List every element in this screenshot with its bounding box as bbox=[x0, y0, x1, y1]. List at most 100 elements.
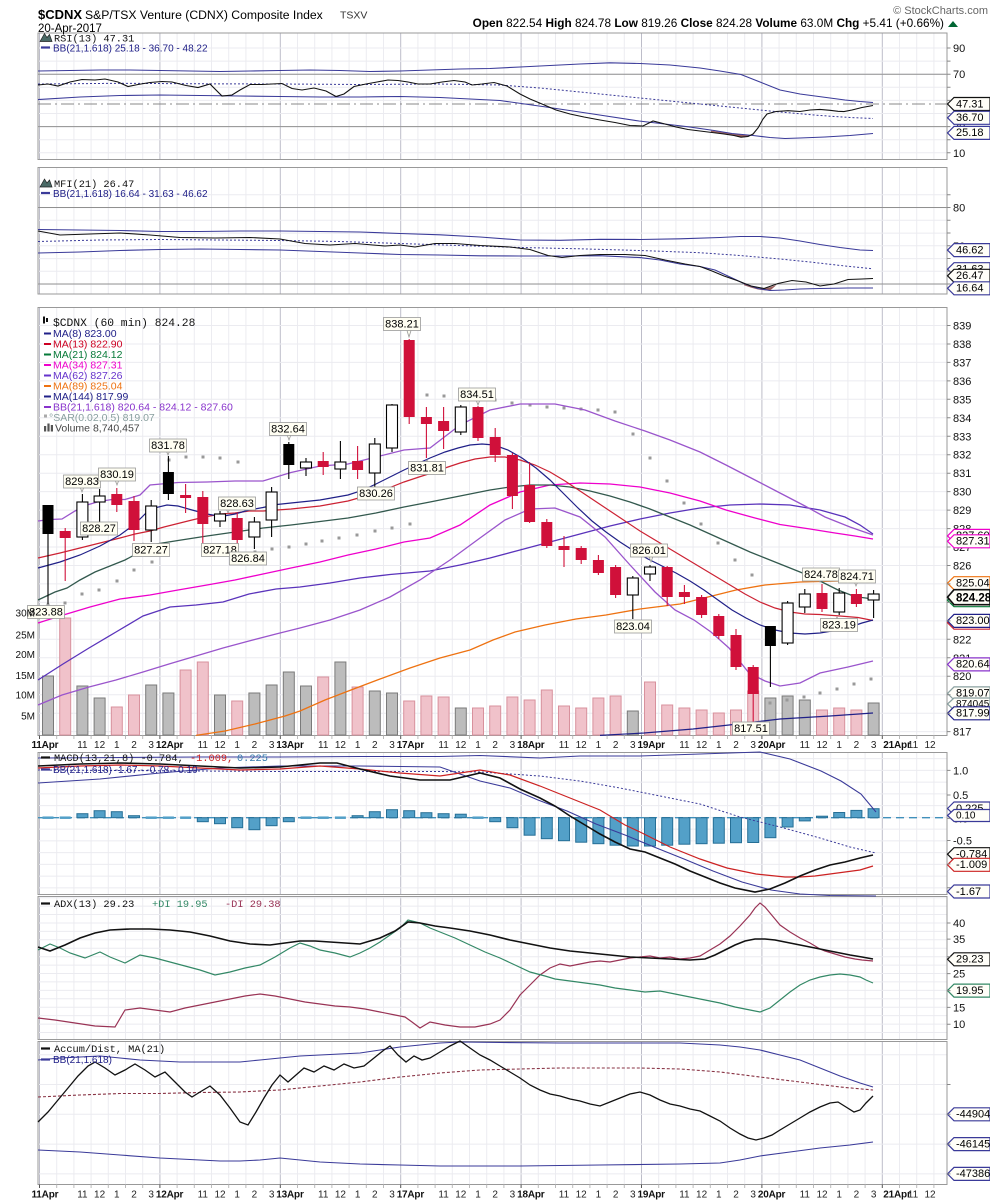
svg-text:12Apr: 12Apr bbox=[156, 1190, 184, 1201]
svg-text:12: 12 bbox=[924, 1190, 936, 1201]
svg-text:1: 1 bbox=[234, 740, 240, 751]
svg-text:2: 2 bbox=[492, 740, 498, 751]
svg-text:18Apr: 18Apr bbox=[517, 740, 545, 751]
svg-text:838: 838 bbox=[953, 339, 971, 351]
svg-text:825.04: 825.04 bbox=[956, 578, 990, 590]
svg-text:16.64: 16.64 bbox=[956, 283, 984, 295]
svg-text:12: 12 bbox=[214, 1190, 226, 1201]
svg-text:8740457: 8740457 bbox=[956, 699, 990, 710]
svg-text:19Apr: 19Apr bbox=[638, 740, 666, 751]
svg-text:RSI(13) 47.31: RSI(13) 47.31 bbox=[54, 34, 134, 46]
svg-text:1: 1 bbox=[596, 1190, 602, 1201]
svg-text:11: 11 bbox=[198, 740, 209, 751]
svg-text:820: 820 bbox=[953, 671, 971, 683]
svg-text:820.64: 820.64 bbox=[956, 659, 990, 671]
svg-text:13Apr: 13Apr bbox=[276, 1190, 304, 1201]
svg-text:2: 2 bbox=[733, 1190, 739, 1201]
svg-text:11: 11 bbox=[318, 740, 329, 751]
svg-text:837: 837 bbox=[953, 357, 971, 369]
svg-text:BB(21,1.618) -1.67 - -0.78 - 0: BB(21,1.618) -1.67 - -0.78 - 0.10 bbox=[53, 765, 198, 776]
svg-text:-4490464: -4490464 bbox=[956, 1109, 990, 1121]
svg-text:35: 35 bbox=[953, 934, 965, 946]
svg-text:0.225: 0.225 bbox=[237, 753, 268, 765]
svg-text:836: 836 bbox=[953, 376, 971, 388]
svg-text:25: 25 bbox=[953, 969, 965, 981]
svg-text:3: 3 bbox=[750, 740, 756, 751]
svg-text:828.63: 828.63 bbox=[220, 498, 254, 510]
svg-text:MA(21) 824.12: MA(21) 824.12 bbox=[53, 349, 123, 361]
svg-text:12: 12 bbox=[214, 740, 226, 751]
svg-text:+DI 19.95: +DI 19.95 bbox=[152, 899, 208, 911]
svg-text:12: 12 bbox=[696, 1190, 708, 1201]
svg-text:826: 826 bbox=[953, 561, 971, 573]
svg-text:829: 829 bbox=[953, 505, 971, 517]
svg-text:BB(21,1.618) 820.64 - 824.12 -: BB(21,1.618) 820.64 - 824.12 - 827.60 bbox=[53, 402, 233, 414]
svg-text:3: 3 bbox=[630, 740, 636, 751]
svg-text:MA(144) 817.99: MA(144) 817.99 bbox=[53, 391, 128, 403]
svg-text:827.18: 827.18 bbox=[203, 544, 237, 556]
svg-text:3: 3 bbox=[269, 1190, 275, 1201]
svg-text:0.5: 0.5 bbox=[953, 790, 968, 802]
svg-text:-DI 29.38: -DI 29.38 bbox=[225, 899, 281, 911]
svg-text:80: 80 bbox=[953, 203, 965, 215]
svg-text:3: 3 bbox=[389, 740, 395, 751]
svg-text:40: 40 bbox=[953, 918, 965, 930]
svg-text:MFI(21) 26.47: MFI(21) 26.47 bbox=[54, 179, 134, 191]
svg-text:12: 12 bbox=[455, 1190, 467, 1201]
svg-text:826.01: 826.01 bbox=[632, 545, 666, 557]
svg-text:824.78: 824.78 bbox=[804, 569, 838, 581]
svg-text:829.83: 829.83 bbox=[65, 476, 99, 488]
svg-text:2: 2 bbox=[492, 1190, 498, 1201]
svg-text:11: 11 bbox=[908, 740, 919, 751]
svg-text:1: 1 bbox=[475, 1190, 481, 1201]
svg-text:1: 1 bbox=[114, 740, 120, 751]
svg-text:°SAR(0.02,0.5) 819.07: °SAR(0.02,0.5) 819.07 bbox=[49, 412, 155, 424]
svg-text:2: 2 bbox=[131, 740, 137, 751]
svg-text:ADX(13) 29.23: ADX(13) 29.23 bbox=[54, 899, 134, 911]
svg-text:13Apr: 13Apr bbox=[276, 740, 304, 751]
svg-text:3: 3 bbox=[510, 740, 516, 751]
svg-text:BB(21,1.618) 25.18 - 36.70 - 4: BB(21,1.618) 25.18 - 36.70 - 48.22 bbox=[53, 44, 208, 55]
svg-text:2: 2 bbox=[372, 1190, 378, 1201]
svg-text:2: 2 bbox=[252, 740, 258, 751]
svg-text:817: 817 bbox=[953, 727, 971, 739]
svg-text:12Apr: 12Apr bbox=[156, 740, 184, 751]
svg-text:1: 1 bbox=[596, 740, 602, 751]
svg-text:11: 11 bbox=[559, 1190, 570, 1201]
svg-text:3: 3 bbox=[269, 740, 275, 751]
svg-text:823.88: 823.88 bbox=[29, 606, 63, 618]
svg-text:1: 1 bbox=[836, 1190, 842, 1201]
svg-text:20Apr: 20Apr bbox=[758, 1190, 786, 1201]
svg-text:838.21: 838.21 bbox=[385, 318, 419, 330]
svg-text:12: 12 bbox=[335, 740, 347, 751]
svg-text:3: 3 bbox=[750, 1190, 756, 1201]
svg-text:47.31: 47.31 bbox=[956, 98, 984, 110]
svg-text:824.71: 824.71 bbox=[840, 571, 874, 583]
svg-text:2: 2 bbox=[854, 740, 860, 751]
svg-text:3: 3 bbox=[871, 1190, 877, 1201]
svg-text:822: 822 bbox=[953, 634, 971, 646]
svg-text:817.99: 817.99 bbox=[956, 708, 990, 720]
svg-text:-4738664: -4738664 bbox=[956, 1168, 990, 1180]
svg-text:26.47: 26.47 bbox=[956, 270, 984, 282]
svg-text:12: 12 bbox=[816, 740, 828, 751]
svg-text:19Apr: 19Apr bbox=[638, 1190, 666, 1201]
svg-text:832: 832 bbox=[953, 450, 971, 462]
svg-text:MACD(13,21,8) -0.784,: MACD(13,21,8) -0.784, bbox=[54, 753, 184, 765]
svg-text:2: 2 bbox=[252, 1190, 258, 1201]
svg-text:11Apr: 11Apr bbox=[32, 1190, 59, 1201]
svg-text:833: 833 bbox=[953, 431, 971, 443]
svg-text:3: 3 bbox=[389, 1190, 395, 1201]
svg-text:11: 11 bbox=[679, 740, 690, 751]
svg-text:831.81: 831.81 bbox=[410, 462, 444, 474]
svg-text:19.95: 19.95 bbox=[956, 985, 984, 997]
svg-text:11: 11 bbox=[800, 1190, 811, 1201]
svg-text:828.27: 828.27 bbox=[82, 523, 116, 535]
svg-text:10: 10 bbox=[953, 1019, 965, 1031]
svg-text:1: 1 bbox=[234, 1190, 240, 1201]
svg-text:90: 90 bbox=[953, 43, 965, 55]
svg-text:2: 2 bbox=[613, 1190, 619, 1201]
svg-text:25.18: 25.18 bbox=[956, 127, 984, 139]
svg-text:2: 2 bbox=[733, 740, 739, 751]
svg-text:12: 12 bbox=[455, 740, 467, 751]
